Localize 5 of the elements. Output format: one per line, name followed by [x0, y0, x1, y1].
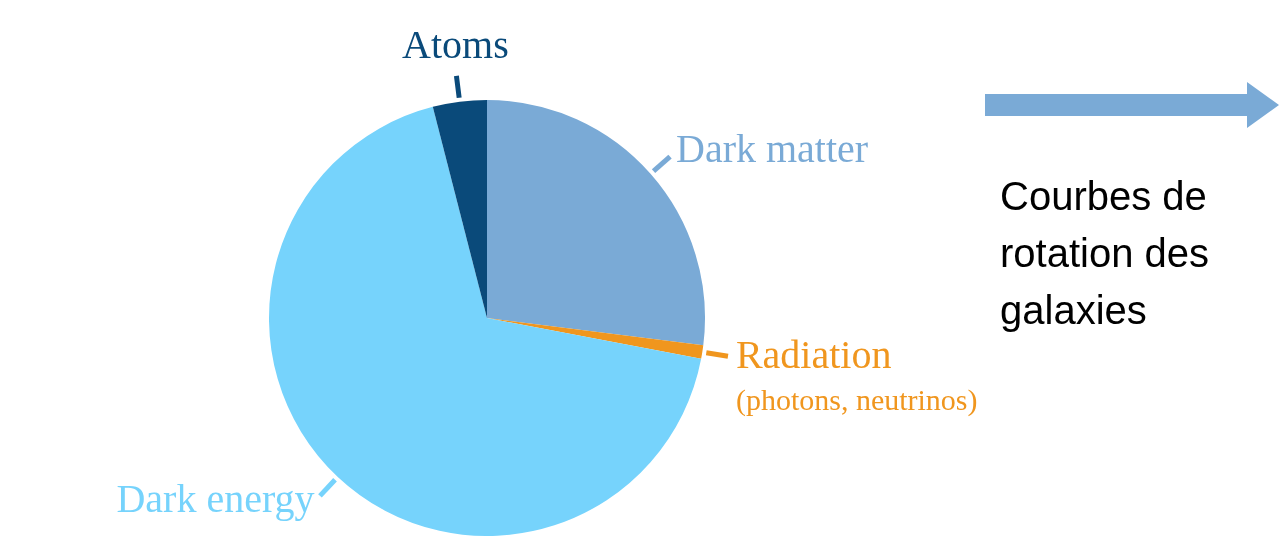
- slice-label: Radiation (photons, neutrinos): [735, 331, 978, 418]
- slice-label: Atoms: [402, 22, 509, 68]
- slice-label: Dark energy: [116, 476, 315, 522]
- text: Courbes de rotation des galaxies: [1000, 173, 1211, 334]
- slice-label: Dark matter: [676, 125, 869, 171]
